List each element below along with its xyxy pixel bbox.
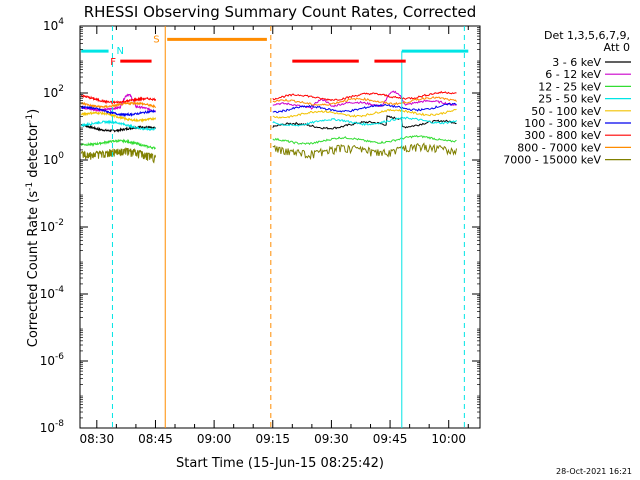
x-tick-label-4: 09:15 <box>255 432 290 446</box>
series-line-6-segment-1 <box>80 105 156 118</box>
series-line-1-segment-1 <box>81 123 156 133</box>
series-line-8-segment-1 <box>80 100 156 110</box>
s-flag-label: S <box>153 34 159 45</box>
series-line-8-segment-2 <box>272 95 457 106</box>
y-tick-label-1: 104 <box>43 17 64 33</box>
y-tick-label-3: 100 <box>43 151 64 167</box>
series-line-7-segment-2 <box>272 90 457 102</box>
x-tick-label-7: 10:00 <box>431 432 466 446</box>
legend-label-1: 3 - 6 keV <box>552 56 601 69</box>
y-tick-label-7: 10-8 <box>40 419 65 435</box>
legend-header-line1: Det 1,3,5,6,7,9, <box>544 29 630 42</box>
series-line-9-segment-2 <box>272 142 457 161</box>
series-line-7-segment-1 <box>80 94 156 105</box>
x-axis: 08:30 08:45 09:00 09:15 09:30 09:45 10:00 <box>80 26 469 446</box>
legend-label-9: 7000 - 15000 keV <box>503 154 601 167</box>
y-tick-label-4: 10-2 <box>40 218 64 234</box>
series-line-6-segment-2 <box>272 102 457 114</box>
x-tick-label-6: 09:45 <box>373 432 408 446</box>
x-tick-label-3: 09:00 <box>197 432 232 446</box>
f-flag-label: F <box>110 57 116 68</box>
y-axis: 104 102 100 10-2 10-4 10-6 10-8 <box>40 17 480 435</box>
x-tick-label-5: 09:30 <box>314 432 349 446</box>
y-tick-label-5: 10-4 <box>40 285 65 301</box>
y-axis-label: Corrected Count Rate (s-1 detector-1) <box>25 109 41 347</box>
x-tick-label-1: 08:30 <box>80 432 115 446</box>
plot-frame <box>79 25 481 429</box>
legend-label-6: 100 - 300 keV <box>524 117 601 130</box>
series-line-5-segment-2 <box>272 108 457 119</box>
series-line-4-segment-2 <box>272 116 457 127</box>
legend-label-5: 50 - 100 keV <box>531 105 601 118</box>
n-flag-label: N <box>116 46 123 57</box>
footer-date: 28-Oct-2021 16:21 <box>556 467 632 476</box>
series-line-1-segment-2 <box>272 114 457 130</box>
series-line-3-segment-1 <box>80 138 156 150</box>
series-line-9-segment-1 <box>80 147 156 164</box>
chart-title: RHESSI Observing Summary Count Rates, Co… <box>84 3 477 21</box>
series-line-4-segment-1 <box>80 119 156 132</box>
annotations: N S F <box>81 26 469 428</box>
x-axis-label: Start Time (15-Jun-15 08:25:42) <box>176 456 384 471</box>
x-tick-label-2: 08:45 <box>138 432 173 446</box>
legend-header-line2: Att 0 <box>604 41 630 54</box>
series-line-2-segment-1 <box>81 93 156 113</box>
legend-label-7: 300 - 800 keV <box>524 129 601 142</box>
legend-label-8: 800 - 7000 keV <box>517 141 601 154</box>
legend-label-3: 12 - 25 keV <box>538 80 601 93</box>
legend-label-4: 25 - 50 keV <box>538 93 601 106</box>
legend-label-2: 6 - 12 keV <box>545 68 601 81</box>
series-line-5-segment-1 <box>80 110 156 123</box>
plot-area <box>79 25 481 429</box>
y-tick-label-2: 102 <box>43 84 64 100</box>
y-tick-label-6: 10-6 <box>40 352 65 368</box>
series-line-3-segment-2 <box>272 134 457 146</box>
